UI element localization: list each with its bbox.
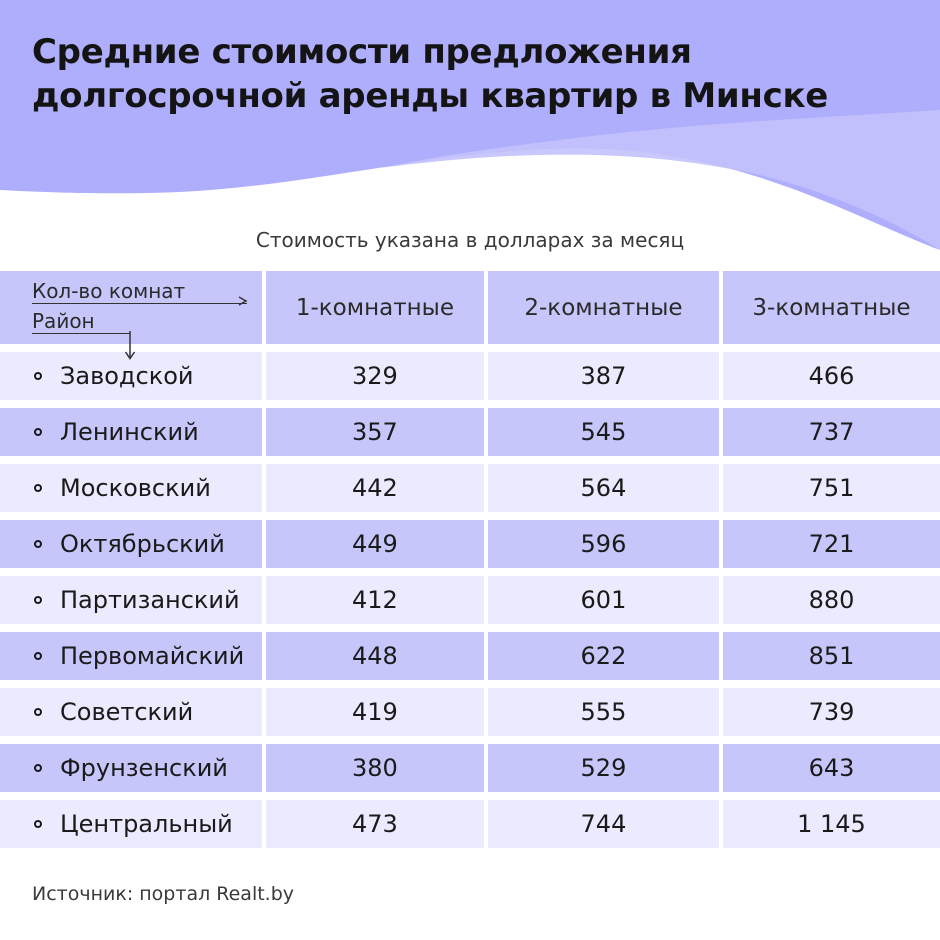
- district-axis-label: Район: [32, 309, 130, 334]
- price-1-room: 442: [265, 464, 484, 512]
- bullet-icon: [34, 484, 42, 492]
- table-row: Советский 419 555 739: [0, 688, 940, 736]
- district-name: Партизанский: [60, 586, 240, 614]
- price-1-room: 412: [265, 576, 484, 624]
- rent-table: Кол-во комнат Район 1-комнатные 2-комнат…: [0, 271, 940, 848]
- price-3-room: 721: [722, 520, 940, 568]
- bullet-icon: [34, 708, 42, 716]
- district-name: Первомайский: [60, 642, 245, 670]
- table-row: Московский 442 564 751: [0, 464, 940, 512]
- price-3-room: 751: [722, 464, 940, 512]
- bullet-icon: [34, 764, 42, 772]
- price-1-room: 380: [265, 744, 484, 792]
- price-1-room: 329: [265, 352, 484, 400]
- district-cell: Первомайский: [0, 632, 262, 680]
- subtitle: Стоимость указана в долларах за месяц: [255, 228, 685, 252]
- district-name: Заводской: [60, 362, 194, 390]
- bullet-icon: [34, 540, 42, 548]
- district-cell: Фрунзенский: [0, 744, 262, 792]
- column-header-2-room: 2-комнатные: [487, 271, 719, 344]
- bullet-icon: [34, 820, 42, 828]
- district-cell: Центральный: [0, 800, 262, 848]
- title-line-2: долгосрочной аренды квартир в Минске: [32, 76, 828, 116]
- price-2-room: 601: [487, 576, 719, 624]
- table-row: Фрунзенский 380 529 643: [0, 744, 940, 792]
- column-header-1-room: 1-комнатные: [265, 271, 484, 344]
- price-3-room: 643: [722, 744, 940, 792]
- district-cell: Ленинский: [0, 408, 262, 456]
- bullet-icon: [34, 372, 42, 380]
- district-cell: Московский: [0, 464, 262, 512]
- price-3-room: 466: [722, 352, 940, 400]
- price-2-room: 529: [487, 744, 719, 792]
- table-header-row: Кол-во комнат Район 1-комнатные 2-комнат…: [0, 271, 940, 360]
- price-2-room: 596: [487, 520, 719, 568]
- district-cell: Заводской: [0, 352, 262, 400]
- district-name: Центральный: [60, 810, 233, 838]
- table-row: Ленинский 357 545 737: [0, 408, 940, 456]
- bullet-icon: [34, 596, 42, 604]
- price-1-room: 419: [265, 688, 484, 736]
- corner-cell: Кол-во комнат Район: [0, 271, 262, 360]
- district-name: Московский: [60, 474, 211, 502]
- page-title: Средние стоимости предложения долгосрочн…: [32, 30, 912, 118]
- table-row: Центральный 473 744 1 145: [0, 800, 940, 848]
- price-2-room: 622: [487, 632, 719, 680]
- price-1-room: 448: [265, 632, 484, 680]
- bullet-icon: [34, 428, 42, 436]
- price-2-room: 545: [487, 408, 719, 456]
- district-name: Ленинский: [60, 418, 199, 446]
- header-band: [0, 0, 940, 250]
- column-header-3-room: 3-комнатные: [722, 271, 940, 344]
- table-row: Октябрьский 449 596 721: [0, 520, 940, 568]
- district-name: Советский: [60, 698, 194, 726]
- district-cell: Партизанский: [0, 576, 262, 624]
- table-row: Заводской 329 387 466: [0, 352, 940, 400]
- table-row: Партизанский 412 601 880: [0, 576, 940, 624]
- title-line-1: Средние стоимости предложения: [32, 32, 692, 72]
- price-3-room: 739: [722, 688, 940, 736]
- district-cell: Советский: [0, 688, 262, 736]
- price-3-room: 1 145: [722, 800, 940, 848]
- arrow-down-icon: [124, 331, 136, 360]
- rooms-axis-label: Кол-во комнат: [32, 279, 247, 304]
- price-3-room: 737: [722, 408, 940, 456]
- price-2-room: 387: [487, 352, 719, 400]
- price-1-room: 357: [265, 408, 484, 456]
- price-2-room: 555: [487, 688, 719, 736]
- table-row: Первомайский 448 622 851: [0, 632, 940, 680]
- price-2-room: 744: [487, 800, 719, 848]
- bullet-icon: [34, 652, 42, 660]
- price-2-room: 564: [487, 464, 719, 512]
- source-note: Источник: портал Realt.by: [32, 883, 295, 905]
- district-name: Октябрьский: [60, 530, 225, 558]
- price-3-room: 851: [722, 632, 940, 680]
- price-1-room: 473: [265, 800, 484, 848]
- district-cell: Октябрьский: [0, 520, 262, 568]
- price-3-room: 880: [722, 576, 940, 624]
- district-name: Фрунзенский: [60, 754, 228, 782]
- arrow-right-icon: [238, 296, 248, 306]
- price-1-room: 449: [265, 520, 484, 568]
